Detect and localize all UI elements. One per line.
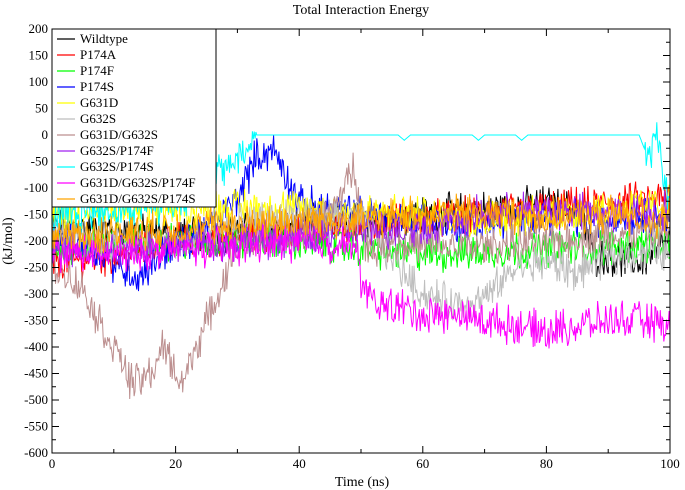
x-axis-title: Time (ns)	[335, 475, 390, 490]
x-tick-label: 60	[416, 456, 429, 471]
y-tick-label: -500	[24, 392, 48, 407]
y-tick-label: -200	[24, 233, 48, 248]
series-layer	[51, 122, 671, 400]
x-tick-label: 0	[49, 456, 56, 471]
y-tick-label: -150	[24, 207, 48, 222]
series-line-9	[51, 223, 671, 349]
y-tick-label: -100	[24, 180, 48, 195]
x-tick-label: 40	[293, 456, 306, 471]
legend-label-4: G631D	[80, 95, 118, 110]
legend-box	[51, 28, 217, 208]
series-line-1	[51, 181, 671, 282]
y-tick-label: 0	[42, 127, 49, 142]
legend-label-9: G631D/G632S/P174F	[80, 175, 196, 190]
y-tick-label: 100	[29, 74, 49, 89]
legend-label-7: G632S/P174F	[80, 143, 154, 158]
series-line-10	[51, 193, 671, 254]
legend-label-6: G631D/G632S	[80, 127, 158, 142]
y-tick-label: 150	[29, 48, 49, 63]
y-tick-label: -300	[24, 286, 48, 301]
legend-label-0: Wildtype	[80, 31, 128, 46]
legend-label-8: G632S/P174S	[80, 159, 154, 174]
y-tick-label: -50	[31, 154, 48, 169]
y-tick-label: -250	[24, 260, 48, 275]
legend-label-3: P174S	[80, 79, 114, 94]
x-tick-label: 100	[660, 456, 680, 471]
legend-label-2: P174F	[80, 63, 114, 78]
series-line-8	[51, 122, 671, 233]
y-axis-title: (kJ/mol)	[1, 217, 16, 265]
y-tick-label: -450	[24, 366, 48, 381]
legend-label-5: G632S	[80, 111, 116, 126]
axes-layer: 0 20 40 60 80 100 200 150 100 50 0 -50 -100 -150 -200 -…	[24, 21, 680, 471]
y-tick-label: -350	[24, 313, 48, 328]
chart-title: Total Interaction Energy	[293, 3, 429, 18]
y-tick-label: -550	[24, 419, 48, 434]
x-tick-label: 80	[540, 456, 553, 471]
y-tick-label: -400	[24, 339, 48, 354]
y-tick-label: -600	[24, 445, 48, 460]
x-tick-label: 20	[169, 456, 182, 471]
y-tick-label: 200	[29, 21, 49, 36]
y-tick-label: 50	[35, 101, 48, 116]
legend-label-10: G631D/G632S/P174S	[80, 191, 196, 206]
legend-label-1: P174A	[80, 47, 117, 62]
legend: WildtypeP174AP174FP174SG631DG632SG631D/G…	[51, 28, 217, 208]
